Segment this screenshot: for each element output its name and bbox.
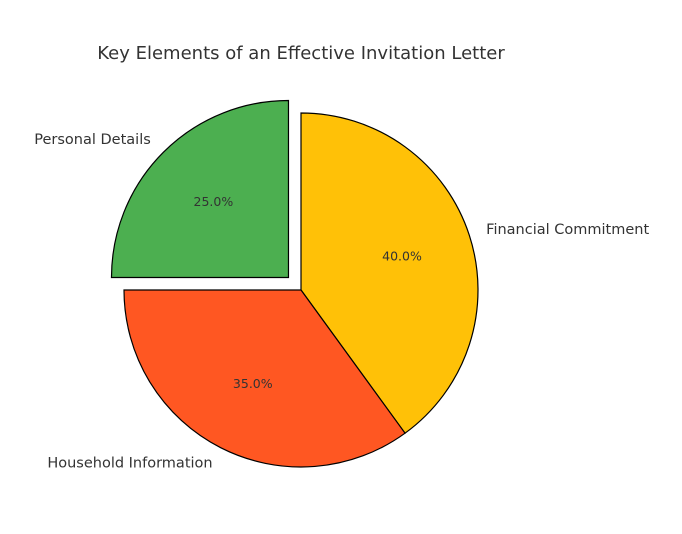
chart-title: Key Elements of an Effective Invitation …: [97, 43, 505, 64]
slice-label: Financial Commitment: [486, 222, 649, 238]
pie-slice: [110, 99, 290, 279]
slice-label: Personal Details: [34, 132, 151, 148]
pie-slice: [300, 112, 479, 435]
percent-label: 40.0%: [382, 249, 422, 264]
pie-slice: [123, 289, 406, 468]
slice-label: Household Information: [47, 455, 212, 471]
percent-label: 25.0%: [194, 194, 234, 209]
percent-label: 35.0%: [233, 376, 273, 391]
